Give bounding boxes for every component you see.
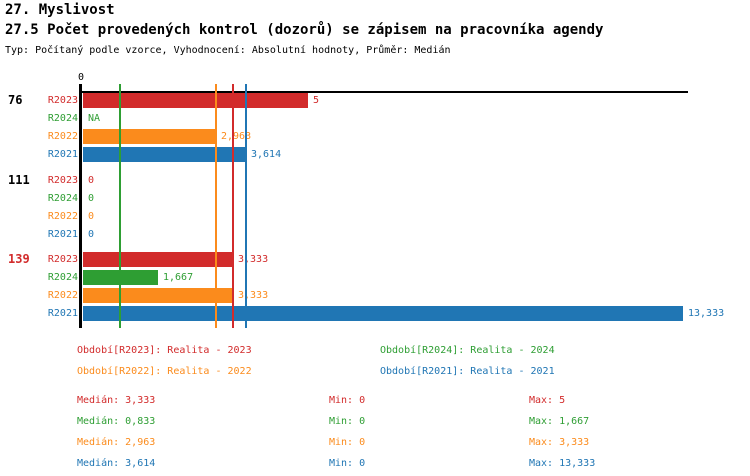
stat-median-r2022: Medián: 2,963: [77, 437, 156, 448]
bar-value-label: 0: [88, 175, 95, 186]
report-meta: Typ: Počítaný podle vzorce, Vyhodnocení:…: [5, 45, 451, 56]
report-title: 27. Myslivost: [5, 2, 115, 18]
median-line-r2024: [119, 84, 121, 328]
stat-min-r2021: Min: 0: [329, 458, 366, 469]
bar-value-label: 0: [88, 229, 95, 240]
bar-value-label: 3,333: [238, 254, 269, 265]
bar-value-label: NA: [88, 113, 101, 124]
row-label: R2021: [47, 229, 78, 240]
bar-value-label: 3,333: [238, 290, 269, 301]
legend-item-r2022: Období[R2022]: Realita - 2022: [77, 366, 252, 377]
stat-median-r2021: Medián: 3,614: [77, 458, 156, 469]
stat-max-r2024: Max: 1,667: [529, 416, 590, 427]
row-label: R2024: [47, 113, 78, 124]
row-label: R2023: [47, 95, 78, 106]
stat-median-r2023: Medián: 3,333: [77, 395, 156, 406]
bar-value-label: 13,333: [688, 308, 725, 319]
x-axis-line: [80, 91, 688, 93]
x-axis-zero-label: 0: [77, 72, 85, 83]
bar-value-label: 2,963: [221, 131, 252, 142]
legend-item-r2021: Období[R2021]: Realita - 2021: [380, 366, 555, 377]
row-label: R2024: [47, 193, 78, 204]
row-label: R2021: [47, 149, 78, 160]
group-label: 111: [8, 173, 30, 187]
bar-value-label: 0: [88, 211, 95, 222]
row-label: R2022: [47, 290, 78, 301]
legend-item-r2023: Období[R2023]: Realita - 2023: [77, 345, 252, 356]
stat-min-r2023: Min: 0: [329, 395, 366, 406]
stat-max-r2021: Max: 13,333: [529, 458, 596, 469]
median-line-r2022: [215, 84, 217, 328]
bar-value-label: 5: [313, 95, 320, 106]
row-label: R2021: [47, 308, 78, 319]
row-label: R2022: [47, 131, 78, 142]
bar-r2022: [83, 288, 233, 303]
bar-value-label: 1,667: [163, 272, 194, 283]
stat-min-r2024: Min: 0: [329, 416, 366, 427]
group-label: 76: [8, 93, 23, 107]
bar-value-label: 3,614: [251, 149, 282, 160]
y-axis-line: [79, 84, 82, 328]
legend-item-r2024: Období[R2024]: Realita - 2024: [380, 345, 555, 356]
row-label: R2024: [47, 272, 78, 283]
row-label: R2023: [47, 175, 78, 186]
bar-r2021: [83, 306, 683, 321]
bar-r2023: [83, 252, 233, 267]
median-line-r2021: [245, 84, 247, 328]
median-line-r2023: [232, 84, 234, 328]
group-label: 139: [8, 252, 30, 266]
bar-value-label: 0: [88, 193, 95, 204]
stat-max-r2022: Max: 3,333: [529, 437, 590, 448]
bar-chart: 0 76 R2023 5 R2024 NA R2022 2,963 R2021 3,614 111…: [8, 72, 725, 328]
report-subtitle: 27.5 Počet provedených kontrol (dozorů) …: [5, 22, 604, 38]
stat-median-r2024: Medián: 0,833: [77, 416, 156, 427]
stat-max-r2023: Max: 5: [529, 395, 566, 406]
bar-r2022: [83, 129, 216, 144]
bar-r2021: [83, 147, 246, 162]
bar-r2023: [83, 93, 308, 108]
row-label: R2022: [47, 211, 78, 222]
stat-min-r2022: Min: 0: [329, 437, 366, 448]
row-label: R2023: [47, 254, 78, 265]
